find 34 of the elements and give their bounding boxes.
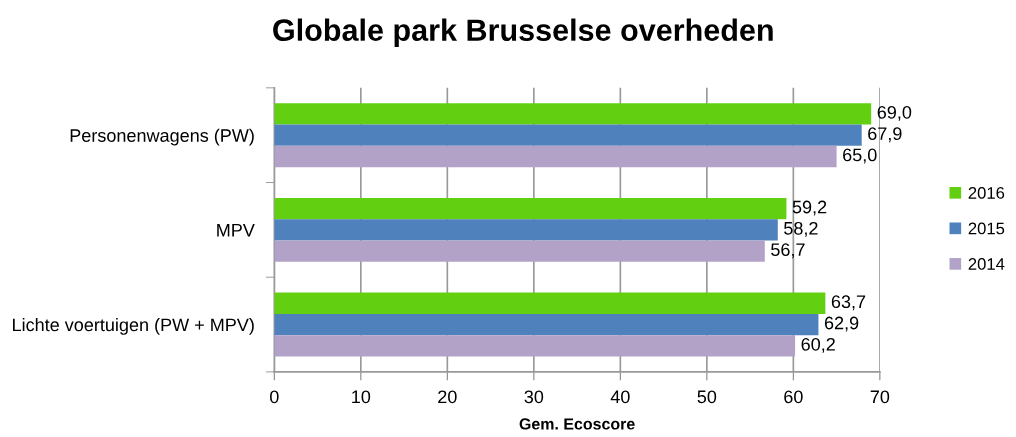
data-label: 58,2 <box>784 221 818 237</box>
x-tick-label: 30 <box>524 390 544 404</box>
legend-label: 2015 <box>968 222 1005 235</box>
y-tick-label: Personenwagens (PW) <box>70 128 254 146</box>
bar <box>274 197 787 220</box>
legend-label: 2016 <box>968 187 1005 199</box>
data-label: 62,9 <box>824 316 859 332</box>
bar <box>274 313 819 336</box>
data-label: 59,2 <box>792 200 827 216</box>
x-tick-label: 60 <box>784 390 803 404</box>
bar <box>274 219 778 241</box>
data-label: 63,7 <box>831 295 866 311</box>
bar <box>274 292 826 314</box>
x-tick-label: 10 <box>352 390 371 404</box>
x-axis-title: Gem. Ecoscore <box>519 418 635 430</box>
data-label: 65,0 <box>843 148 877 164</box>
data-label: 60,2 <box>801 337 835 353</box>
legend-label: 2014 <box>968 258 1005 270</box>
y-tick-label: Lichte voertuigen (PW + MPV) <box>13 318 254 335</box>
data-label: 56,7 <box>771 243 805 259</box>
x-tick-label: 50 <box>697 390 717 404</box>
bar <box>274 240 765 262</box>
data-label: 69,0 <box>877 105 912 121</box>
bar <box>274 145 837 168</box>
x-tick-label: 40 <box>610 390 630 404</box>
y-tick-label: MPV <box>217 223 255 237</box>
x-tick-label: 20 <box>438 390 457 404</box>
bar <box>274 103 872 125</box>
bar <box>274 335 796 357</box>
chart-title: Globale park Brusselse overheden <box>273 18 773 48</box>
x-tick-label: 70 <box>870 390 890 404</box>
data-label: 67,9 <box>868 127 902 143</box>
bar <box>274 124 862 146</box>
x-tick-label: 0 <box>270 390 279 404</box>
